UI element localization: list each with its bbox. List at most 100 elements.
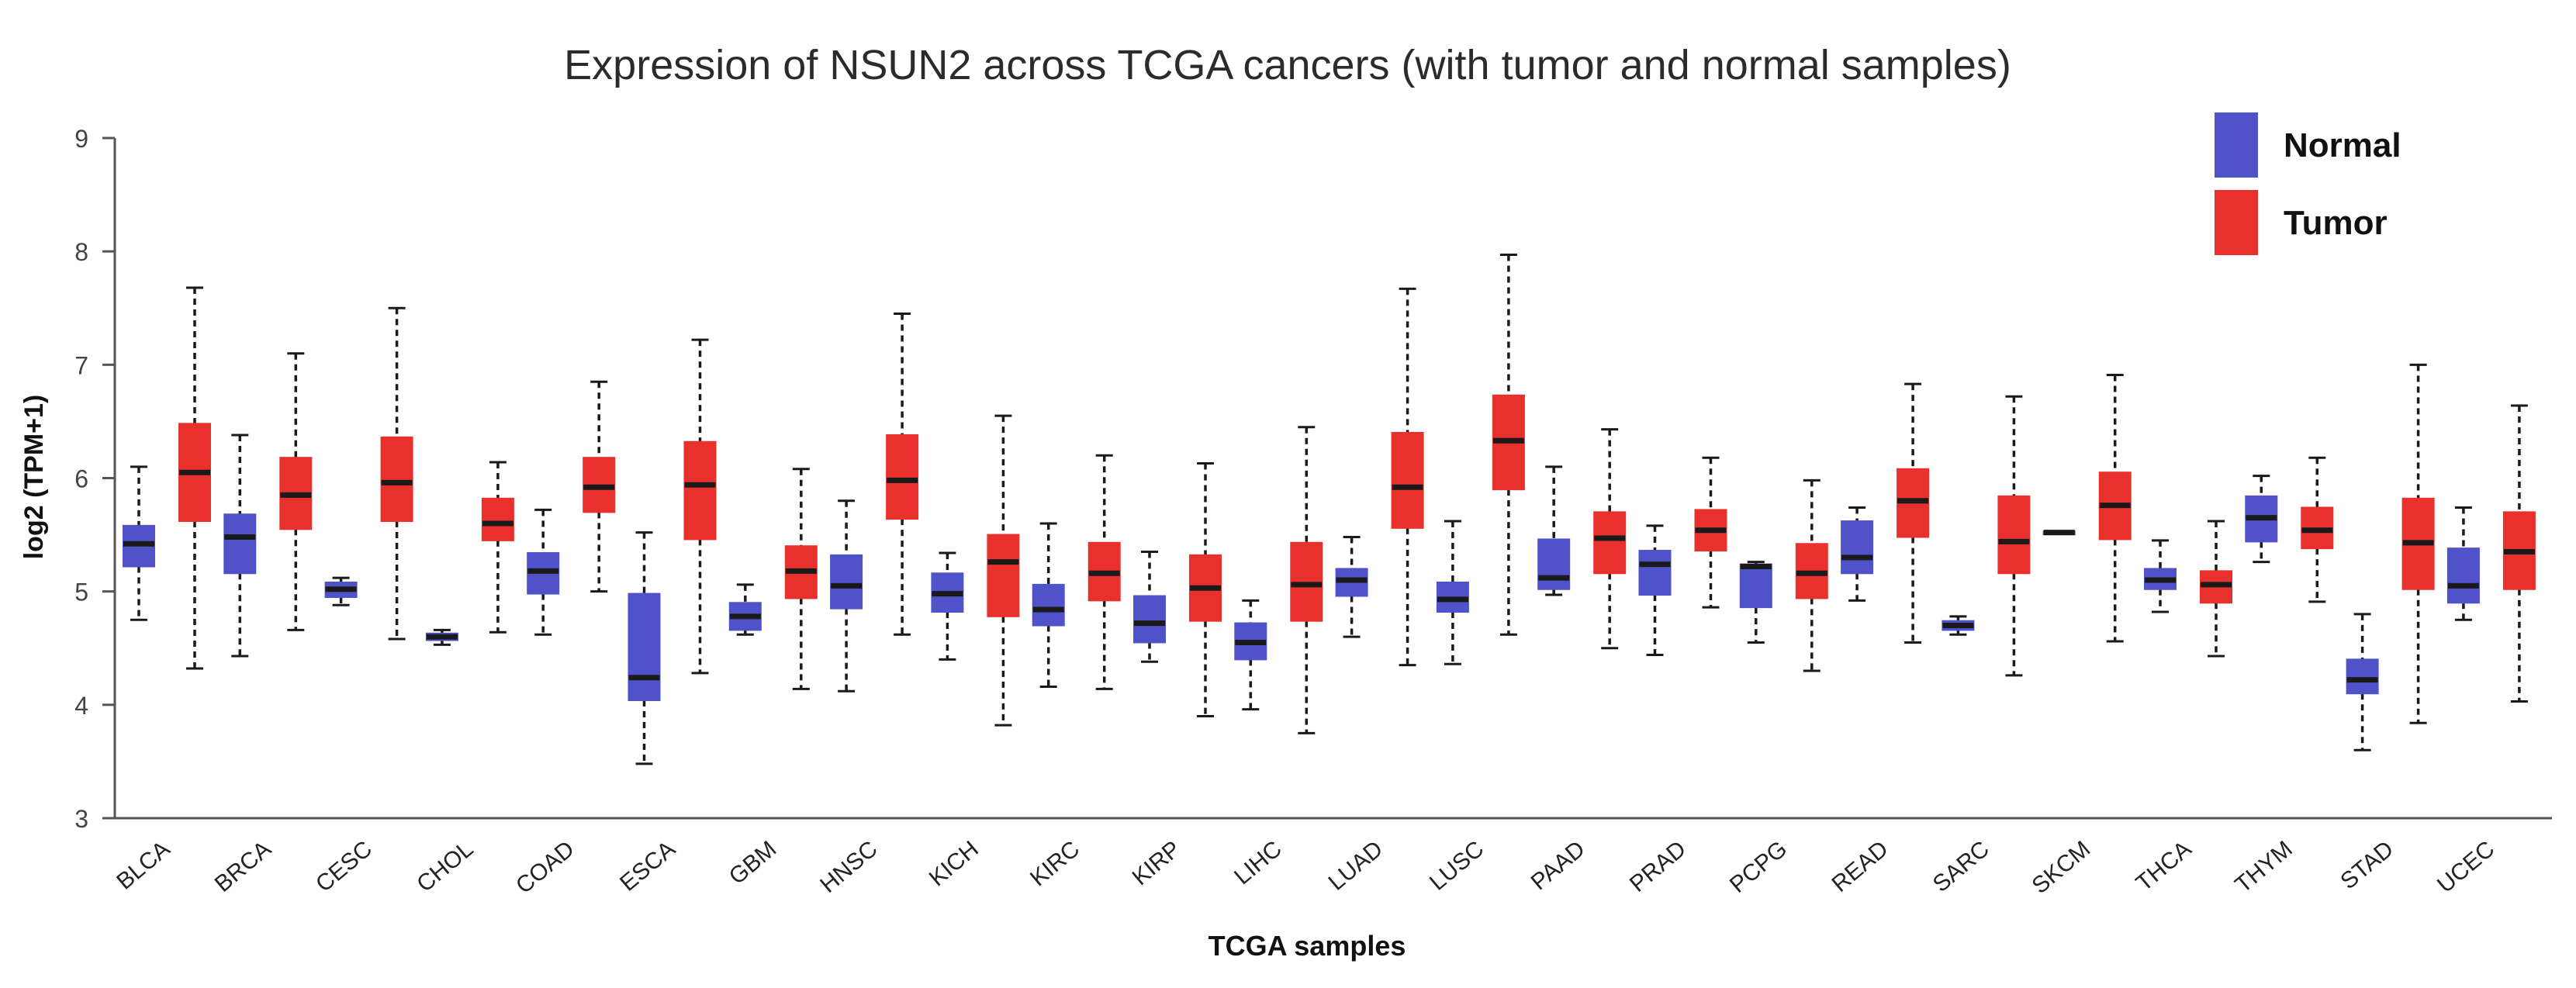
box-iqr [1638,550,1672,596]
box-normal-hnsc [830,499,863,693]
legend-label-tumor: Tumor [2284,204,2388,242]
box-iqr [2446,548,2480,604]
box-iqr [683,440,717,541]
box-normal-brca [223,434,257,658]
box-iqr [380,436,413,523]
box-tumor-kirp [1189,461,1222,717]
x-tick-labels: BLCA BRCA CESC CHOL COAD ESCA GBM HNSC KICH KIRC K… [112,836,2499,899]
box-tumor-luad [1391,287,1424,667]
box-normal-thym [2245,475,2278,564]
x-tick-label-skcm: SKCM [2028,836,2096,899]
x-tick-label-ucec: UCEC [2433,836,2499,898]
legend-label-normal: Normal [2284,126,2401,164]
x-tick-label-prad: PRAD [1625,836,1691,897]
box-iqr [223,513,257,575]
axes: 3 4 5 6 7 8 9 [74,125,2552,833]
box-tumor-sarc [1997,395,2031,677]
box-normal-read [1841,506,1874,602]
box-iqr [1032,583,1065,627]
box-tumor-lihc [1290,426,1323,734]
box-tumor-kich [987,414,1020,727]
x-tick-label-gbm: GBM [724,836,782,890]
box-tumor-cesc [380,306,413,641]
x-tick-label-brca: BRCA [210,836,276,897]
box-series [123,254,2536,765]
x-tick-label-read: READ [1827,836,1893,897]
x-tick-label-thym: THYM [2230,836,2297,898]
box-normal-pcpg [1739,561,1772,644]
box-normal-kich [931,551,964,661]
x-tick-label-coad: COAD [511,836,579,899]
box-tumor-prad [1694,456,1727,609]
y-tick-label: 8 [74,238,88,266]
x-tick-label-paad: PAAD [1527,836,1590,895]
box-normal-esca [628,531,661,765]
x-tick-label-chol: CHOL [412,836,478,897]
y-tick-label: 6 [74,465,88,493]
x-tick-label-thca: THCA [2132,836,2197,896]
box-normal-thca [2144,539,2177,613]
box-iqr [886,434,919,520]
x-tick-label-kirp: KIRP [1128,836,1186,890]
box-iqr [481,497,514,541]
box-iqr [1537,538,1571,590]
box-iqr [1997,495,2031,575]
x-tick-label-stad: STAD [2336,836,2398,894]
box-iqr [830,554,863,610]
box-tumor-coad [583,380,616,593]
box-tumor-esca [683,338,717,675]
x-tick-label-sarc: SARC [1928,836,1994,897]
box-normal-cesc [324,576,358,606]
box-normal-luad [1335,536,1368,638]
x-tick-label-kich: KICH [925,836,984,891]
box-normal-lihc [1234,599,1267,711]
y-axis-label: log2 (TPM+1) [19,395,49,560]
box-tumor-read [1897,382,1930,644]
box-tumor-thca [2200,520,2232,658]
box-normal-stad [2346,613,2379,751]
box-tumor-paad [1593,428,1627,650]
box-iqr [1133,595,1166,644]
y-tick-label: 7 [74,351,88,379]
box-iqr [1290,541,1323,622]
box-tumor-brca [279,352,313,631]
box-normal-kirp [1133,551,1166,663]
x-axis-label: TCGA samples [1208,930,1406,962]
box-iqr [2346,658,2379,695]
x-tick-label-kirc: KIRC [1025,836,1084,891]
box-normal-ucec [2446,506,2480,621]
x-tick-label-hnsc: HNSC [815,836,882,898]
box-tumor-thym [2301,456,2334,603]
box-iqr [987,534,1020,617]
x-tick-label-lihc: LIHC [1229,836,1287,890]
legend: Normal Tumor [2215,112,2401,255]
x-tick-label-cesc: CESC [311,836,377,897]
y-tick-label: 5 [74,579,88,606]
x-tick-label-esca: ESCA [615,836,680,896]
legend-swatch-tumor [2215,190,2258,255]
x-tick-label-luad: LUAD [1324,836,1388,896]
box-tumor-ucec [2502,404,2536,703]
box-normal-coad [527,508,560,636]
box-normal-sarc [1942,615,1975,636]
y-tick-label: 3 [74,805,88,833]
box-tumor-chol [481,461,514,634]
x-tick-label-lusc: LUSC [1425,836,1489,896]
box-normal-skcm [2042,530,2076,536]
box-normal-gbm [728,583,762,636]
legend-swatch-normal [2215,112,2258,178]
box-tumor-blca [178,286,211,670]
x-tick-label-blca: BLCA [112,836,175,895]
box-iqr [1739,563,1772,609]
box-tumor-skcm [2098,373,2132,643]
x-tick-label-pcpg: PCPG [1725,836,1792,898]
box-iqr [628,592,661,701]
box-tumor-gbm [784,468,818,690]
box-tumor-pcpg [1795,478,1828,672]
box-iqr [1593,511,1627,575]
box-tumor-stad [2401,363,2435,724]
y-tick-label: 9 [74,125,88,153]
box-iqr [1391,432,1424,529]
